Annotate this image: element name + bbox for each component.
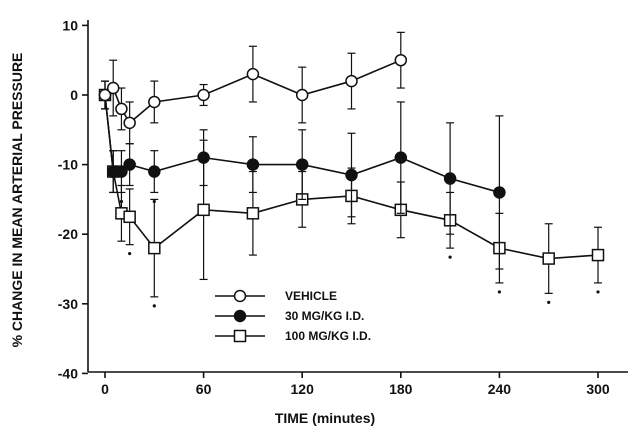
x-axis-title: TIME (minutes) <box>275 410 375 426</box>
series-30-mg-kg-i-d <box>98 80 506 270</box>
y-tick-label: -30 <box>58 296 78 312</box>
x-tick-label: 300 <box>586 381 610 397</box>
data-point <box>148 95 161 109</box>
x-tick-label: 60 <box>196 381 212 397</box>
significance-mark <box>547 300 551 304</box>
significance-mark <box>152 199 156 204</box>
x-tick-label: 0 <box>101 381 109 397</box>
y-axis-title: % CHANGE IN MEAN ARTERIAL PRESSURE <box>9 53 25 348</box>
x-tick-label: 120 <box>291 381 315 397</box>
series-line <box>104 59 402 125</box>
y-tick-label: -40 <box>58 365 78 381</box>
y-tick-label: 0 <box>70 87 78 103</box>
data-point <box>123 116 136 130</box>
significance-mark <box>448 255 452 259</box>
data-point <box>115 102 128 116</box>
data-point <box>394 151 408 164</box>
legend-marker <box>233 289 247 303</box>
y-tick-label: -10 <box>58 157 78 173</box>
significance-mark <box>152 304 156 308</box>
x-tick-label: 180 <box>389 381 413 397</box>
data-point <box>123 210 136 224</box>
legend: VEHICLE 30 MG/KG I.D. 100 MG/KG I.D. <box>215 289 371 343</box>
data-point <box>394 53 408 67</box>
data-point <box>345 168 358 182</box>
data-point <box>98 88 112 102</box>
axes: 10 0 -10 -20 -30 -40 0 60 120 180 240 300 <box>58 17 628 397</box>
data-point <box>493 186 506 199</box>
data-point <box>197 203 210 217</box>
series-layer <box>98 31 605 308</box>
data-point <box>115 165 128 178</box>
data-point <box>246 67 260 81</box>
data-point <box>295 88 309 102</box>
legend-label: VEHICLE <box>285 289 337 303</box>
significance-mark <box>119 199 124 204</box>
significance-mark <box>596 290 600 294</box>
data-point <box>148 165 161 178</box>
y-tick-label: 10 <box>62 17 78 33</box>
data-point <box>148 241 161 255</box>
legend-label: 30 MG/KG I.D. <box>285 309 364 323</box>
data-point <box>295 158 309 171</box>
legend-label: 100 MG/KG I.D. <box>285 329 371 343</box>
data-point <box>345 74 358 88</box>
data-point <box>542 252 555 265</box>
series-vehicle <box>98 31 408 145</box>
significance-mark <box>128 252 132 256</box>
significance-mark <box>497 290 501 294</box>
data-point <box>591 248 605 262</box>
y-tick-label: -20 <box>58 226 78 242</box>
data-point <box>443 172 457 185</box>
data-point <box>197 88 210 102</box>
data-point <box>197 151 210 164</box>
data-point <box>106 81 120 95</box>
x-tick-label: 240 <box>488 381 512 397</box>
legend-marker <box>233 309 247 323</box>
data-point <box>246 158 260 171</box>
data-point <box>246 207 260 220</box>
legend-marker <box>233 329 247 343</box>
data-point <box>123 158 136 171</box>
